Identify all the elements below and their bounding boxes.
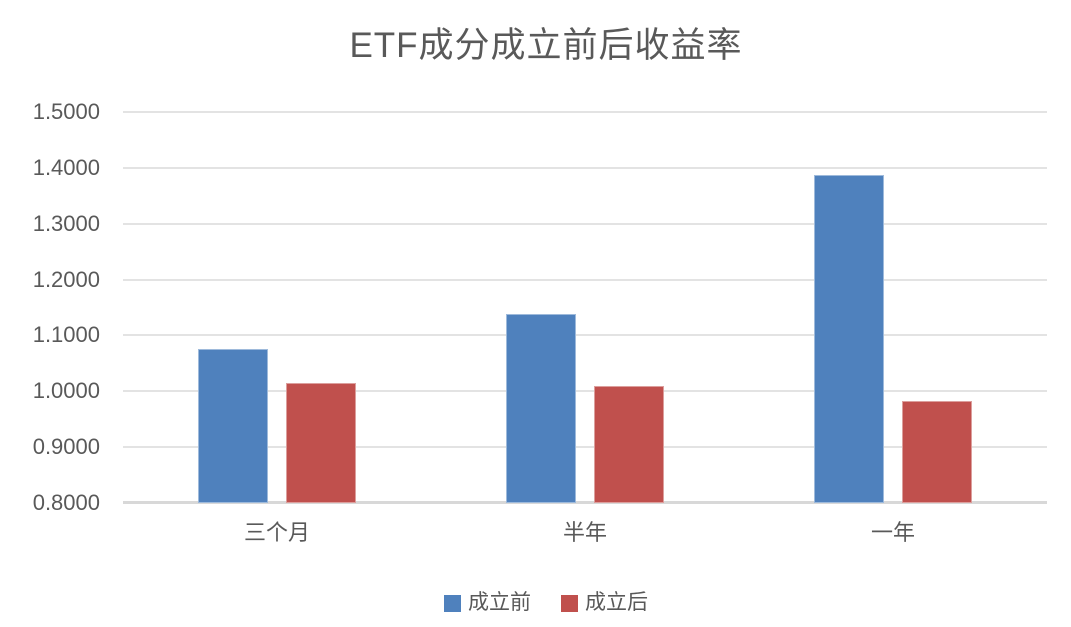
legend: 成立前 成立后 [21,591,1071,615]
gridline [123,390,1047,392]
gridline [123,167,1047,169]
plot-area [123,111,1047,504]
y-tick-label: 1.2000 [32,266,100,292]
bar-series-1-category-2 [902,401,972,503]
bar-series-1-category-1 [594,386,664,503]
gridline [123,334,1047,336]
legend-label: 成立后 [585,591,648,614]
bar-series-0-category-2 [814,175,884,503]
x-axis-baseline [123,501,1047,504]
y-tick-label: 0.8000 [32,490,100,515]
legend-item: 成立后 [561,591,648,615]
bar-series-0-category-1 [506,314,576,503]
y-tick-label: 1.0000 [32,378,100,404]
x-category-label: 半年 [562,520,607,545]
bar-series-0-category-0 [198,349,268,503]
gridline [123,111,1047,113]
gridline [123,279,1047,281]
x-category-label: 一年 [870,520,915,545]
legend-label: 成立前 [468,591,531,614]
y-tick-label: 1.4000 [32,154,100,180]
y-tick-label: 1.1000 [32,322,100,348]
chart-title: ETF成分成立前后收益率 [349,26,743,65]
legend-item: 成立前 [444,591,531,615]
legend-swatch-icon [561,594,578,612]
legend-swatch-icon [444,594,461,612]
bar-series-1-category-0 [286,383,356,503]
y-tick-label: 0.9000 [32,434,100,460]
y-tick-label: 1.5000 [32,99,100,124]
x-category-label: 三个月 [243,520,310,545]
gridline [123,223,1047,225]
y-tick-label: 1.3000 [32,210,100,236]
gridline [123,446,1047,448]
